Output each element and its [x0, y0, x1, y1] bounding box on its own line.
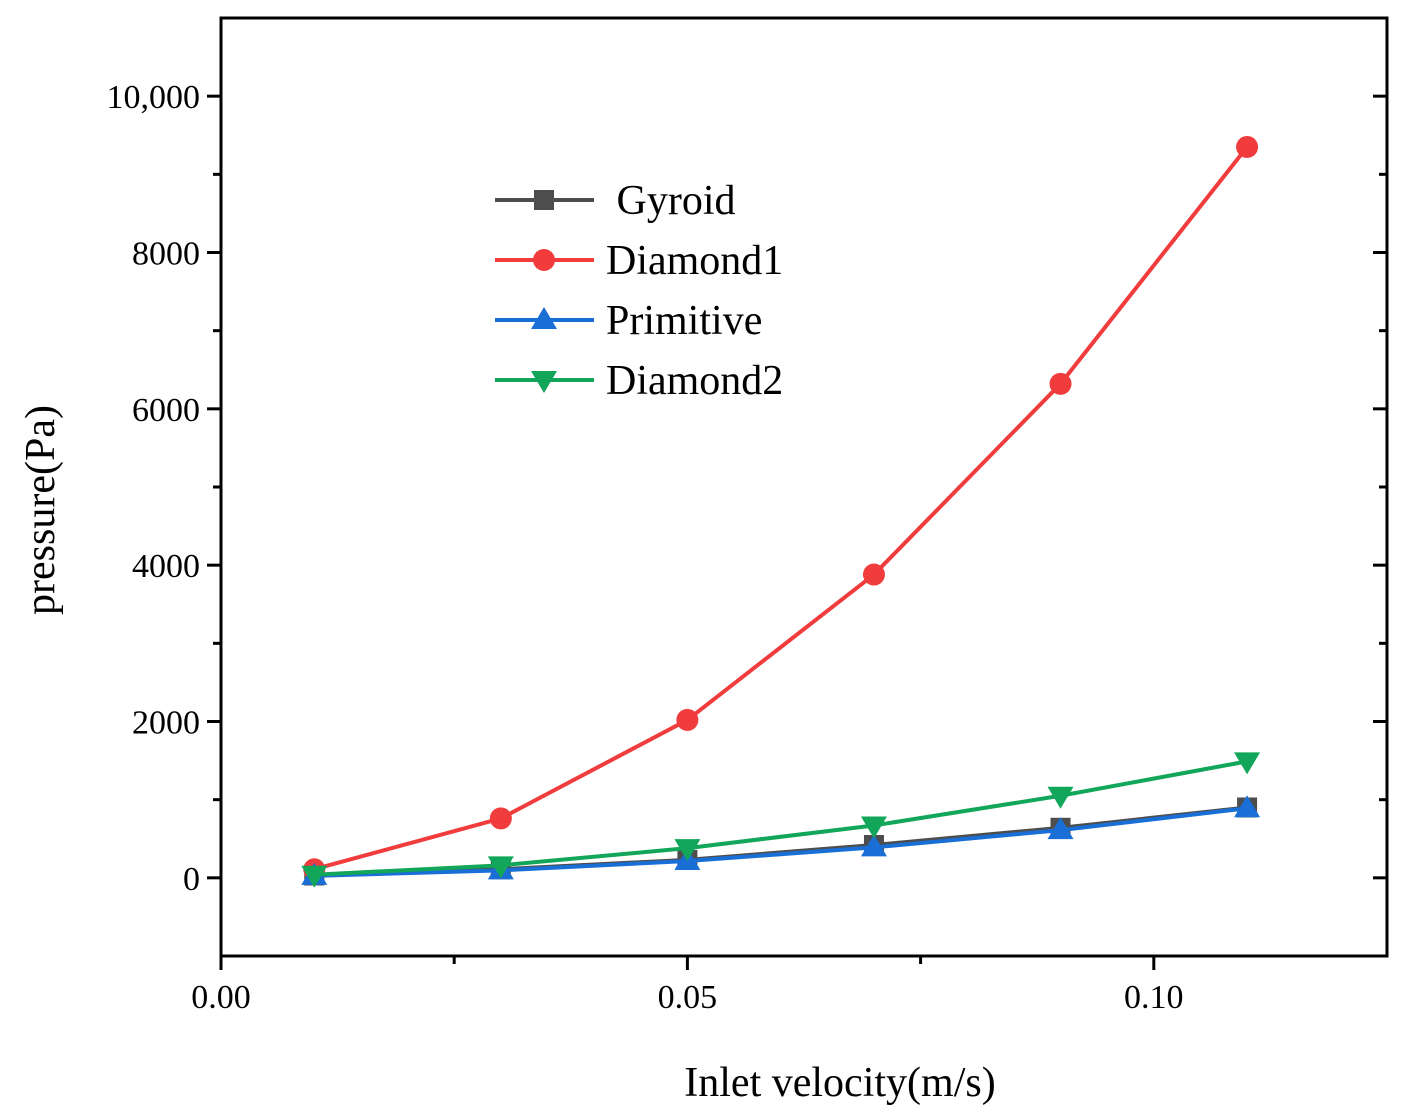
legend-item: Diamond1 [495, 238, 783, 284]
data-point [676, 708, 699, 731]
y-tick-label: 4000 [132, 548, 200, 585]
y-tick-label: 0 [183, 861, 200, 898]
data-point [674, 839, 701, 862]
y-tick-label: 10,000 [107, 79, 201, 116]
legend-label: Diamond1 [606, 238, 783, 284]
axis-tick-labels: 0.00 0.05 0.10 0 2000 4000 6000 8000 10,000 [107, 79, 1184, 1016]
data-point [489, 807, 512, 830]
data-point [1236, 135, 1259, 158]
data-point [860, 816, 887, 839]
legend-item: Diamond2 [495, 358, 783, 404]
legend-marker [531, 307, 557, 329]
data-point [1049, 372, 1072, 395]
legend: Gyroid Diamond1 Primitive Diamond2 [495, 178, 783, 404]
data-point [1234, 752, 1261, 775]
series-layer [301, 135, 1261, 888]
data-point [1047, 786, 1074, 809]
y-tick-label: 8000 [132, 236, 200, 273]
series-line [313, 145, 1249, 872]
data-point [487, 856, 514, 879]
y-axis-title: pressure(Pa) [18, 405, 64, 615]
x-tick-label: 0.05 [658, 979, 718, 1016]
series-line [314, 759, 1248, 877]
data-point [1234, 795, 1261, 818]
y-tick-label: 6000 [132, 392, 200, 429]
data-point [301, 865, 328, 888]
legend-label: Primitive [606, 298, 762, 344]
series-line [314, 806, 1248, 878]
series-2 [301, 795, 1261, 885]
x-tick-label: 0.10 [1124, 979, 1184, 1016]
legend-label: Gyroid [606, 178, 736, 224]
data-point [862, 563, 885, 586]
series-3 [301, 752, 1261, 888]
y-tick-label: 2000 [132, 705, 200, 742]
data-point [1047, 817, 1074, 840]
series-line [314, 805, 1248, 878]
legend-label: Diamond2 [606, 358, 783, 404]
axis-ticks [207, 94, 1387, 970]
data-point [860, 834, 887, 857]
legend-item: Primitive [495, 298, 762, 344]
x-axis-title: Inlet velocity(m/s) [684, 1060, 995, 1106]
legend-marker [533, 249, 555, 271]
legend-marker [531, 371, 557, 393]
legend-item: Gyroid [495, 178, 736, 224]
plot-frame [219, 16, 1389, 958]
legend-marker [534, 190, 554, 210]
x-tick-label: 0.00 [191, 979, 251, 1016]
plot-border [219, 16, 1389, 958]
